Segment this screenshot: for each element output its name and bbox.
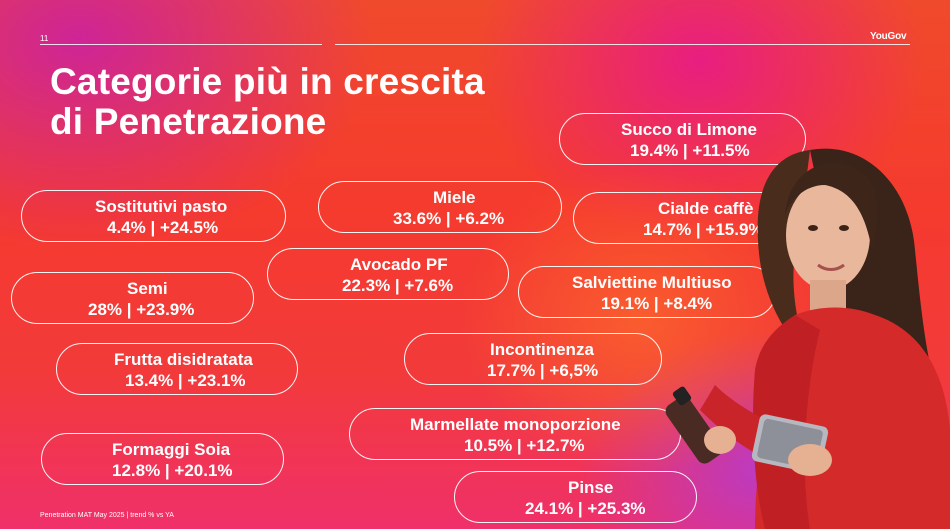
category-pill-sostitutivi-pasto: Sostitutivi pasto 4.4% | +24.5% [21,190,286,242]
category-pill-miele: Miele 33.6% | +6.2% [318,181,562,233]
category-name: Succo di Limone [621,120,758,139]
category-pill-marmellate-monoporzione: Marmellate monoporzione 10.5% | +12.7% [349,408,681,460]
header-divider-right [335,44,910,45]
category-name: Semi [127,279,168,298]
category-name: Incontinenza [490,340,594,359]
category-stats: 19.4% | +11.5% [630,141,750,160]
woman-with-phone-photo [665,148,950,529]
category-name: Formaggi Soia [112,440,231,459]
title-line-2: di Penetrazione [50,101,327,142]
category-stats: 22.3% | +7.6% [342,276,454,295]
category-stats: 19.1% | +8.4% [601,294,713,313]
footnote: Penetration MAT May 2025 | trend % vs YA [40,512,174,519]
category-pill-semi: Semi 28% | +23.9% [11,272,254,324]
category-name: Cialde caffè [658,199,754,218]
category-stats: 14.7% | +15.9% [643,220,764,239]
category-stats: 13.4% | +23.1% [125,371,246,390]
brand-logo: YouGov [870,31,907,42]
category-stats: 10.5% | +12.7% [464,436,585,455]
category-pill-formaggi-soia: Formaggi Soia 12.8% | +20.1% [41,433,284,485]
category-stats: 17.7% | +6,5% [487,361,599,380]
category-pill-avocado-pf: Avocado PF 22.3% | +7.6% [267,248,509,300]
category-pill-succo-di-limone: Succo di Limone 19.4% | +11.5% [559,113,806,165]
category-stats: 12.8% | +20.1% [112,461,233,480]
category-pill-salviettine-multiuso: Salviettine Multiuso 19.1% | +8.4% [518,266,776,318]
category-stats: 33.6% | +6.2% [393,209,505,228]
category-name: Miele [433,188,476,207]
category-pill-frutta-disidratata: Frutta disidratata 13.4% | +23.1% [56,343,298,395]
category-pill-pinse: Pinse 24.1% | +25.3% [454,471,697,523]
category-name: Marmellate monoporzione [410,415,621,434]
category-name: Sostitutivi pasto [95,197,228,216]
slide-title: Categorie più in crescita di Penetrazion… [50,62,485,142]
header-divider-left [40,44,322,45]
category-name: Pinse [568,478,614,497]
category-stats: 28% | +23.9% [88,300,195,319]
category-stats: 24.1% | +25.3% [525,499,646,518]
category-stats: 4.4% | +24.5% [107,218,219,237]
category-pill-incontinenza: Incontinenza 17.7% | +6,5% [404,333,662,385]
slide-number: 11 [40,34,49,43]
category-name: Avocado PF [350,255,448,274]
category-name: Frutta disidratata [114,350,253,369]
category-name: Salviettine Multiuso [572,273,732,292]
title-line-1: Categorie più in crescita [50,61,485,102]
